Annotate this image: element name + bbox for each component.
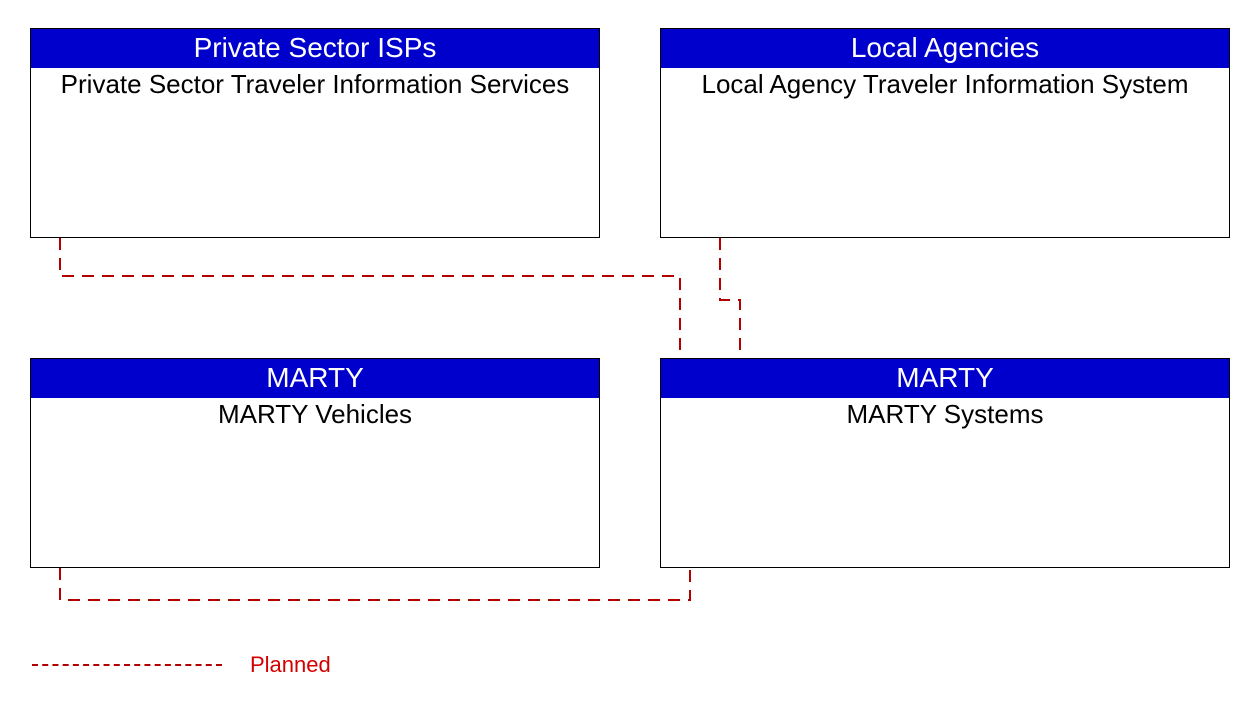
node-marty-vehicles: MARTY MARTY Vehicles bbox=[30, 358, 600, 568]
node-body: Local Agency Traveler Information System bbox=[661, 68, 1229, 99]
legend-label: Planned bbox=[250, 652, 331, 678]
edge-n2-n4 bbox=[720, 238, 740, 358]
node-header: MARTY bbox=[661, 359, 1229, 398]
node-header: MARTY bbox=[31, 359, 599, 398]
node-body: MARTY Vehicles bbox=[31, 398, 599, 429]
node-body: MARTY Systems bbox=[661, 398, 1229, 429]
diagram-canvas: Private Sector ISPs Private Sector Trave… bbox=[0, 0, 1252, 718]
node-private-sector-isps: Private Sector ISPs Private Sector Trave… bbox=[30, 28, 600, 238]
edge-n3-n4 bbox=[60, 568, 690, 600]
legend-line bbox=[32, 664, 222, 666]
node-body: Private Sector Traveler Information Serv… bbox=[31, 68, 599, 99]
node-local-agencies: Local Agencies Local Agency Traveler Inf… bbox=[660, 28, 1230, 238]
node-header: Private Sector ISPs bbox=[31, 29, 599, 68]
node-marty-systems: MARTY MARTY Systems bbox=[660, 358, 1230, 568]
edge-n1-n4 bbox=[60, 238, 680, 358]
node-header: Local Agencies bbox=[661, 29, 1229, 68]
